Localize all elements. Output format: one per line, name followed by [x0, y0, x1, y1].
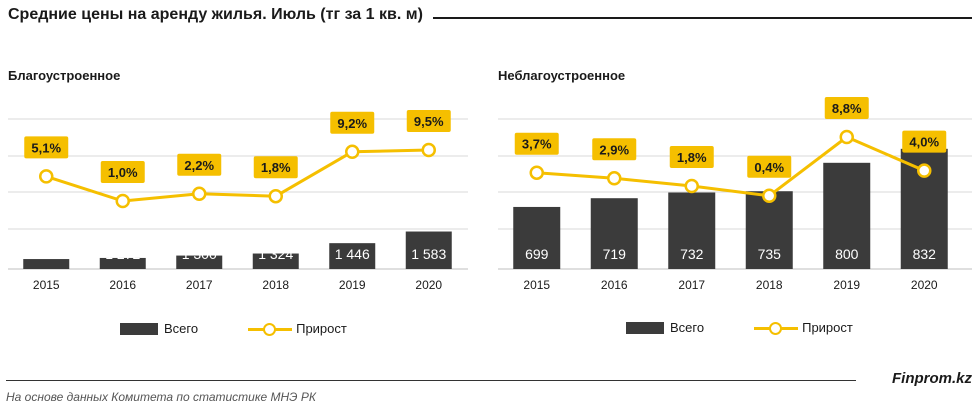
title-row: Средние цены на аренду жилья. Июль (тг з…: [8, 4, 972, 30]
bar: [668, 192, 716, 269]
chart-panel-left: Благоустроенное 1 259 2015 1 272 2016 1 300 2…: [8, 64, 468, 354]
bar-value-label: 699: [525, 246, 549, 262]
bar: [252, 253, 299, 269]
line-point: [762, 188, 777, 204]
growth-label-box: [253, 156, 298, 179]
growth-label-box: [902, 130, 947, 153]
bar-value-label: 800: [835, 246, 859, 262]
x-tick-label: 2016: [601, 278, 628, 292]
legend-swatch-bar: [120, 322, 158, 335]
x-tick-label: 2015: [33, 278, 60, 292]
growth-label-box: [514, 132, 559, 155]
bar-value-label: 1 259: [29, 246, 64, 262]
chart-title: Неблагоустроенное: [498, 68, 626, 83]
growth-value-label: 9,2%: [337, 116, 367, 131]
x-tick-label: 2020: [911, 278, 938, 292]
growth-value-label: 2,2%: [184, 158, 214, 173]
line-point: [607, 171, 622, 186]
growth-label-box: [747, 155, 792, 178]
bar-value-label: 832: [913, 246, 937, 262]
chart-title: Благоустроенное: [8, 68, 121, 83]
x-tick-label: 2018: [262, 278, 289, 292]
x-tick-label: 2015: [523, 278, 550, 292]
bar: [176, 255, 223, 269]
growth-value-label: 8,8%: [832, 101, 862, 116]
bar-value-label: 1 324: [258, 246, 293, 262]
bar: [329, 243, 376, 269]
legend-label: Всего: [164, 321, 199, 336]
growth-value-label: 5,1%: [31, 140, 61, 155]
line-point: [684, 178, 699, 194]
title-rule: [8, 17, 972, 19]
line-point: [839, 129, 854, 145]
bar: [513, 206, 561, 269]
line-point: [115, 193, 130, 209]
legend: Всего Прирост: [120, 321, 397, 336]
bar-value-label: 1 446: [335, 246, 370, 262]
bar-value-label: 1 272: [105, 246, 140, 262]
legend-swatch-line: [754, 321, 799, 335]
legend-item-bar: Всего: [120, 321, 198, 336]
growth-label-box: [824, 97, 869, 119]
x-tick-label: 2016: [109, 278, 136, 292]
growth-value-label: 9,5%: [414, 114, 444, 129]
source-note: На основе данных Комитета по статистике …: [6, 390, 316, 404]
x-tick-label: 2017: [678, 278, 705, 292]
growth-value-label: 1,0%: [108, 165, 138, 180]
legend-item-line: Прирост: [754, 320, 853, 335]
bar: [823, 162, 871, 269]
growth-value-label: 4,0%: [909, 135, 939, 150]
growth-line: [45, 148, 429, 203]
bar: [23, 259, 70, 269]
line-point: [421, 142, 436, 158]
growth-label-box: [330, 111, 375, 134]
page-title: Средние цены на аренду жилья. Июль (тг з…: [8, 6, 433, 24]
footer-rule: [6, 380, 856, 381]
chart-left: 1 259 2015 1 272 2016 1 300 2017 1 324 2018 1 44…: [8, 110, 468, 292]
growth-value-label: 1,8%: [261, 160, 291, 175]
legend-swatch-line: [248, 322, 293, 336]
legend-item-bar: Всего: [626, 320, 704, 335]
chart-panel-right: Неблагоустроенное 699 2015 719 2016 732 2017 7…: [498, 64, 972, 354]
bar: [745, 191, 793, 269]
line-point: [268, 188, 283, 204]
legend-label: Прирост: [296, 321, 347, 336]
line-point: [192, 186, 207, 202]
bar-value-label: 1 300: [182, 246, 217, 262]
bar-value-label: 719: [603, 246, 627, 262]
growth-value-label: 2,9%: [599, 142, 629, 157]
chart-right: 699 2015 719 2016 732 2017 735 2018 800 2019 832 20…: [498, 97, 972, 292]
x-tick-label: 2020: [415, 278, 442, 292]
growth-value-label: 1,8%: [677, 150, 707, 165]
legend-swatch-bar: [626, 321, 664, 334]
growth-label-box: [24, 136, 69, 159]
brand-label: Finprom.kz: [891, 370, 972, 387]
growth-label-box: [669, 146, 714, 168]
growth-label-box: [100, 161, 145, 183]
bar-value-label: 735: [758, 246, 782, 262]
growth-label-box: [592, 138, 637, 161]
line-point: [917, 163, 932, 178]
growth-label-box: [406, 110, 451, 132]
bar: [590, 198, 638, 269]
legend-label: Прирост: [802, 320, 853, 335]
line-point: [345, 144, 360, 160]
line-point: [529, 165, 544, 180]
bar-value-label: 732: [680, 246, 704, 262]
x-tick-label: 2018: [756, 278, 783, 292]
growth-value-label: 0,4%: [754, 160, 784, 175]
x-tick-label: 2019: [339, 278, 366, 292]
line-point: [39, 169, 54, 184]
growth-value-label: 3,7%: [522, 137, 552, 152]
bar: [405, 231, 452, 269]
bar: [99, 257, 146, 269]
growth-label-box: [177, 153, 222, 176]
legend-label: Всего: [670, 320, 705, 335]
bar-value-label: 1 583: [411, 246, 446, 262]
legend-item-line: Прирост: [248, 321, 347, 336]
legend: Всего Прирост: [626, 320, 903, 335]
growth-line: [536, 135, 925, 198]
x-tick-label: 2017: [186, 278, 213, 292]
x-tick-label: 2019: [833, 278, 860, 292]
